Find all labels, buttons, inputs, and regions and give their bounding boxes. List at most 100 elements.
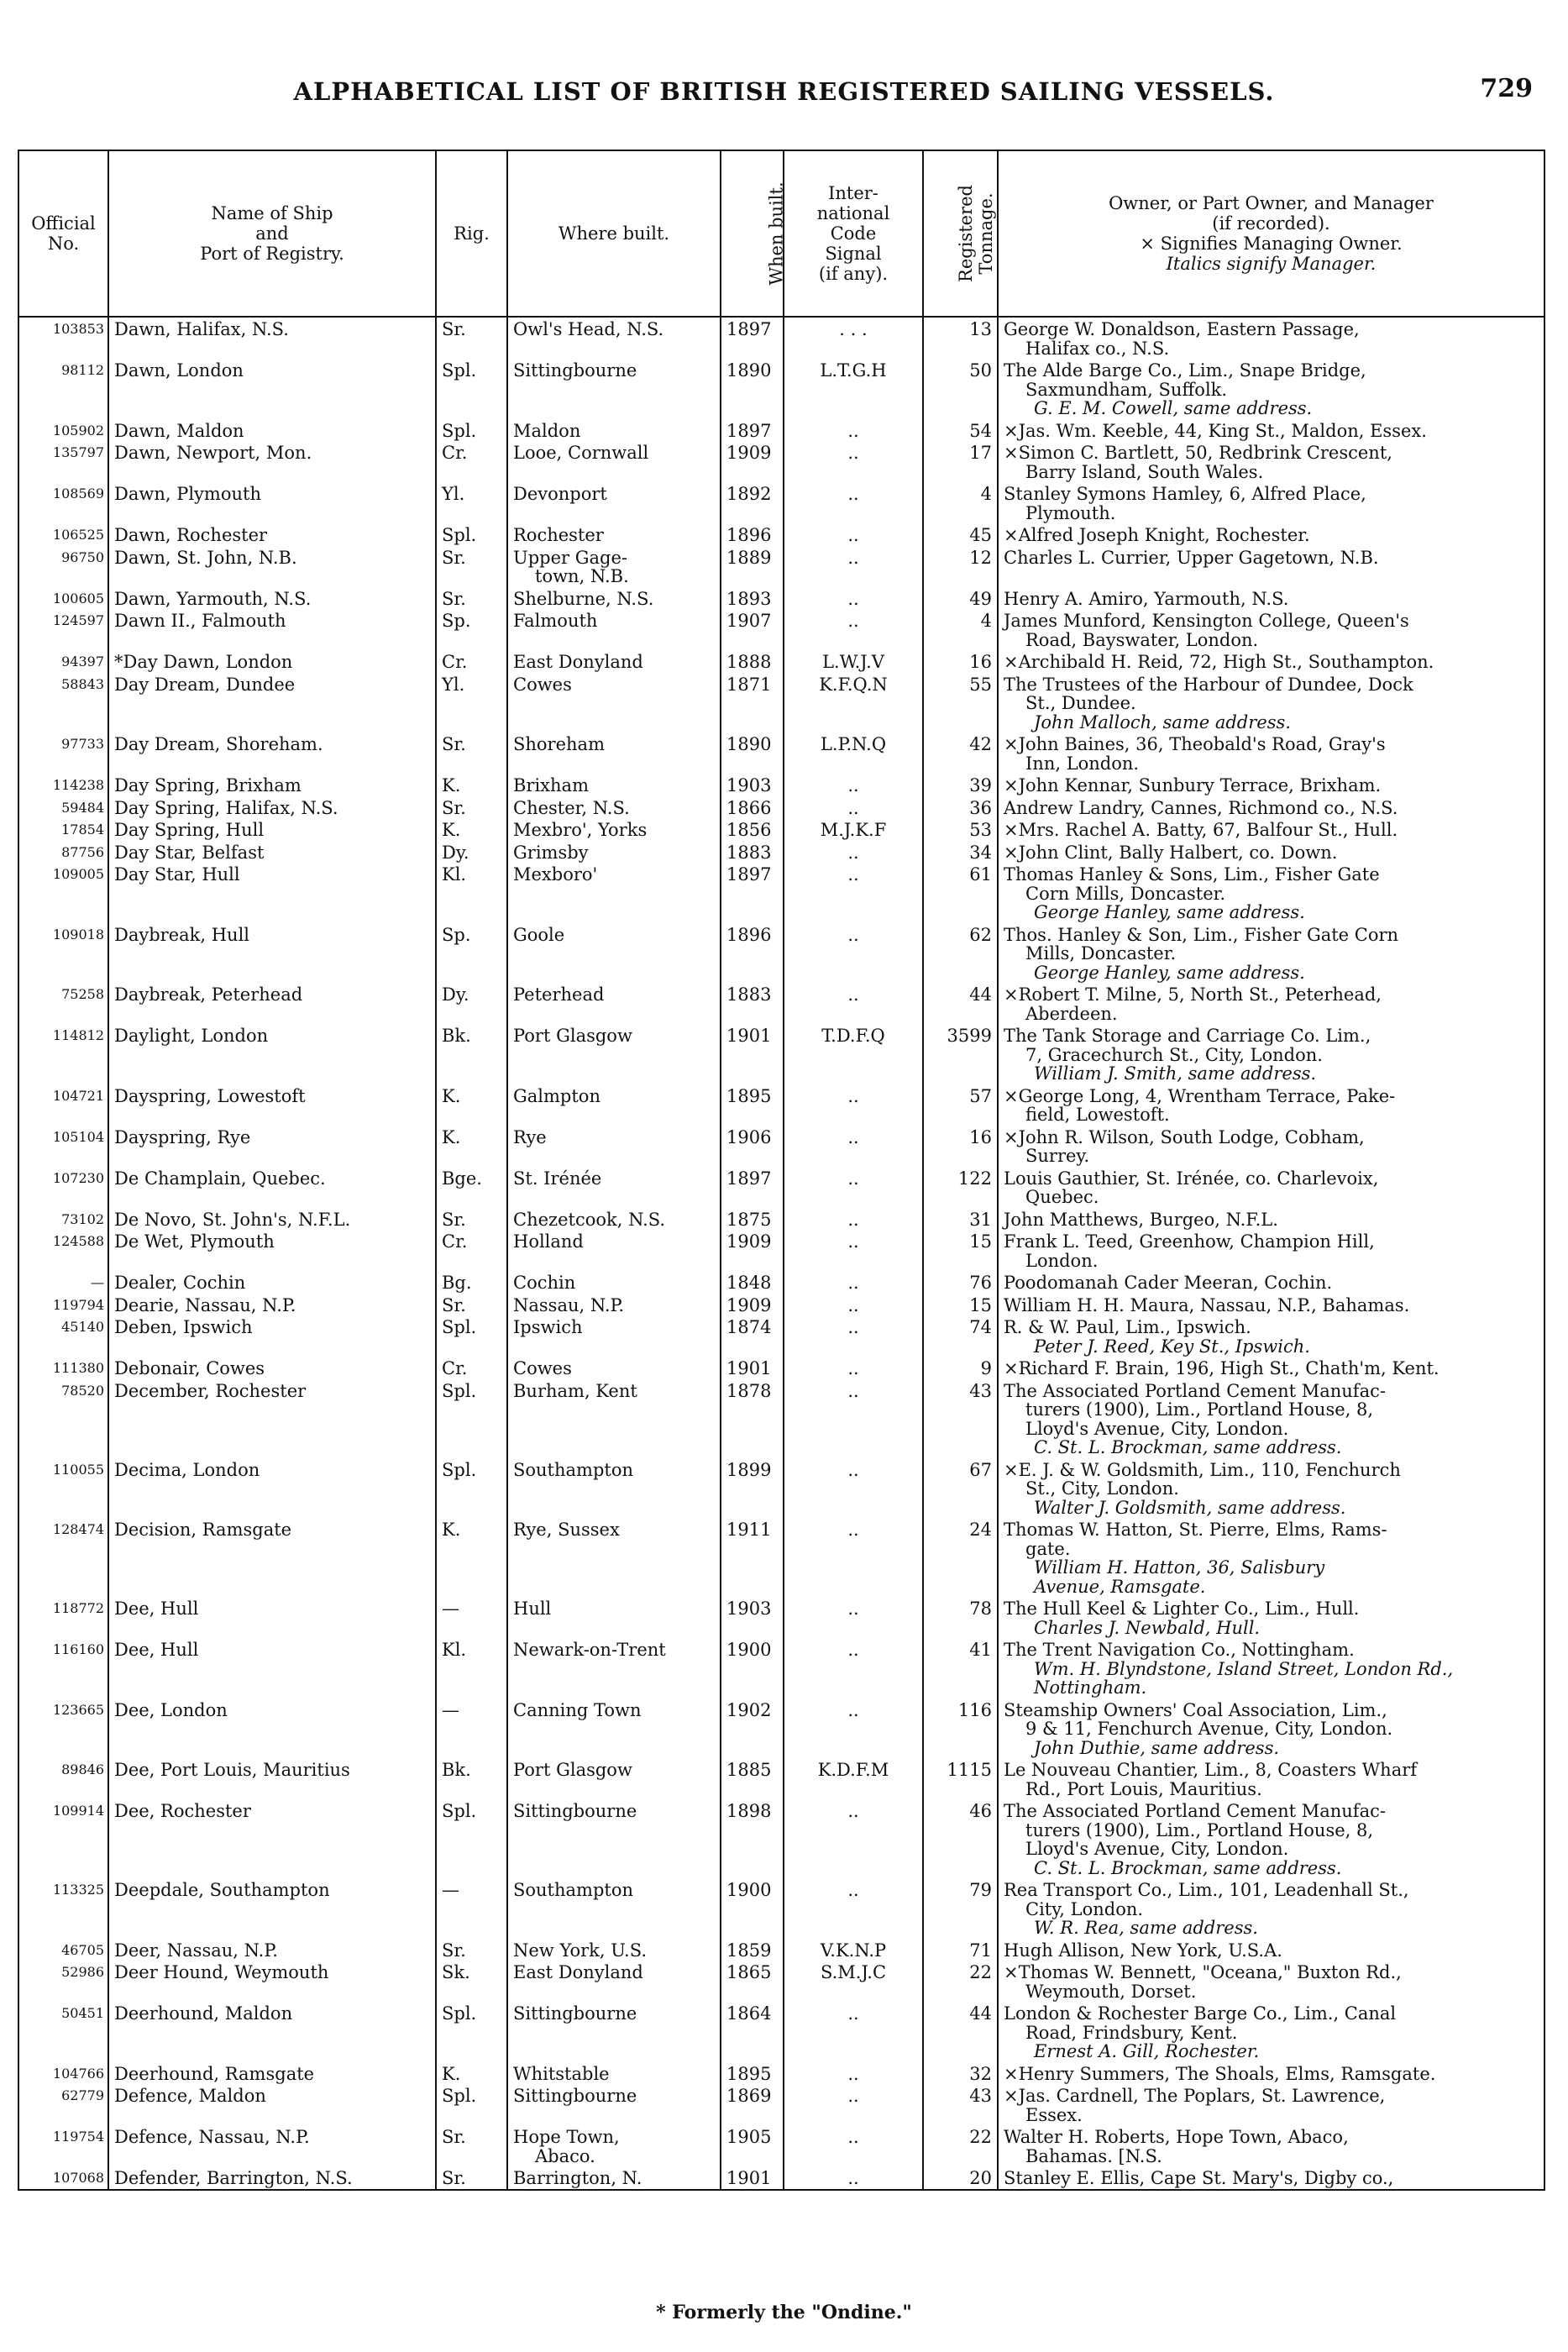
- when-built: 1897: [720, 418, 784, 441]
- tonnage: 41: [922, 1638, 998, 1698]
- where-built-line: Rochester: [513, 525, 604, 545]
- official-no: 104766: [52, 2065, 104, 2082]
- rig: Bk.: [435, 1024, 507, 1084]
- ship-name: Day Star, Hull: [108, 863, 436, 923]
- rig: Cr.: [435, 1357, 507, 1379]
- tonnage: 36: [922, 795, 998, 818]
- rig: Sr.: [435, 545, 507, 587]
- owner: The Associated Portland Cement Manufac-t…: [997, 1378, 1544, 1458]
- where-built: Peterhead: [506, 983, 721, 1024]
- rig: Sk.: [435, 1961, 507, 2002]
- owner: Louis Gauthier, St. Irénée, co. Charlevo…: [997, 1166, 1544, 1208]
- rig: Spl.: [435, 359, 507, 419]
- tonnage: 62: [922, 922, 998, 983]
- page-number: 729: [1480, 74, 1533, 103]
- where-built: Grimsby: [506, 840, 721, 863]
- where-built: East Donyland: [506, 650, 721, 673]
- where-built-line: Barrington, N.: [513, 2168, 642, 2188]
- code-signal: ..: [783, 1518, 923, 1597]
- owner: The Associated Portland Cement Manufac-t…: [997, 1799, 1544, 1878]
- tonnage: 55: [922, 672, 998, 732]
- table-row: 109005 Day Star, Hull Kl. Mexboro' 1897.. 61 T…: [18, 863, 1544, 923]
- when-built: 1889: [720, 545, 784, 587]
- tonnage: 34: [922, 840, 998, 863]
- when-built: 1892: [720, 482, 784, 523]
- owner-line: William H. H. Maura, Nassau, N.P., Baham…: [1004, 1294, 1410, 1315]
- where-built-line: Port Glasgow: [513, 1026, 632, 1046]
- tonnage: 50: [922, 359, 998, 419]
- when-built: 1869: [720, 2084, 784, 2125]
- footnote: * Formerly the "Ondine.": [656, 2302, 912, 2323]
- code-signal: ..: [783, 2002, 923, 2062]
- owner-line: gate.: [1025, 1538, 1071, 1559]
- table-row: 45140 Deben, Ipswich Spl. Ipswich 1874.. 74 R.…: [18, 1315, 1544, 1357]
- code-signal: ..: [783, 774, 923, 796]
- where-built: Holland: [506, 1230, 721, 1271]
- header-owner: Owner, or Part Owner, and Manager (if re…: [997, 150, 1544, 318]
- when-built: 1885: [720, 1758, 784, 1799]
- ship-name: Dee, Port Louis, Mauritius: [108, 1758, 436, 1799]
- official-no: 116160: [52, 1641, 104, 1657]
- when-built: 1897: [720, 863, 784, 923]
- rig: Spl.: [435, 1378, 507, 1458]
- owner: Charles L. Currier, Upper Gagetown, N.B.: [997, 545, 1544, 587]
- ship-name: Day Dream, Dundee: [108, 672, 436, 732]
- when-built: 1874: [720, 1315, 784, 1357]
- code-signal: ..: [783, 1230, 923, 1271]
- rig: Sr.: [435, 2166, 507, 2190]
- official-no: 128474: [52, 1521, 104, 1537]
- ship-name: Dealer, Cochin: [108, 1271, 436, 1294]
- ship-name: De Champlain, Quebec.: [108, 1166, 436, 1208]
- owner-line: Corn Mills, Doncaster.: [1025, 883, 1226, 904]
- table-row: 114812 Daylight, London Bk. Port Glasgow 190…: [18, 1024, 1544, 1084]
- tonnage: 79: [922, 1878, 998, 1939]
- rig: Sr.: [435, 586, 507, 609]
- official-no: 45140: [61, 1319, 104, 1335]
- table-row: 58843 Day Dream, Dundee Yl. Cowes 1871 K.F.Q.…: [18, 672, 1544, 732]
- rig: Bge.: [435, 1166, 507, 1208]
- code-signal: ..: [783, 586, 923, 609]
- table-row: 110055 Decima, London Spl. Southampton 1899.…: [18, 1457, 1544, 1518]
- manager-line: Ernest A. Gill, Rochester.: [1034, 2041, 1260, 2061]
- header-signal: Inter- national Code Signal (if any).: [783, 150, 923, 318]
- where-built-line: Rye: [513, 1126, 547, 1147]
- official-no: 97733: [61, 736, 104, 752]
- official-no: 87756: [61, 843, 104, 860]
- owner-line: St., City, London.: [1025, 1478, 1179, 1499]
- owner: The Alde Barge Co., Lim., Snape Bridge, S…: [997, 359, 1544, 419]
- where-built: Southampton: [506, 1457, 721, 1518]
- table-header: Official No. Name of Ship and Port of Re…: [18, 150, 1544, 318]
- rig: Spl.: [435, 418, 507, 441]
- table-row: 52986 Deer Hound, Weymouth Sk. East Donylan…: [18, 1961, 1544, 2002]
- ship-name: Day Spring, Hull: [108, 818, 436, 841]
- manager-line: Avenue, Ramsgate.: [1034, 1576, 1206, 1597]
- when-built: 1909: [720, 1293, 784, 1315]
- owner-line: Walter H. Roberts, Hope Town, Abaco,: [1004, 2127, 1349, 2147]
- owner: London & Rochester Barge Co., Lim., Cana…: [997, 2002, 1544, 2062]
- when-built: 1883: [720, 983, 784, 1024]
- code-signal: ..: [783, 418, 923, 441]
- code-signal: ..: [783, 1207, 923, 1230]
- where-built: Hope Town, Abaco.: [506, 2125, 721, 2166]
- rig: Sr.: [435, 1938, 507, 1961]
- where-built-line: Sittingbourne: [513, 2003, 637, 2024]
- where-built-line: New York, U.S.: [513, 1940, 648, 1961]
- ship-name: Dayspring, Rye: [108, 1125, 436, 1167]
- owner-line: 7, Gracechurch St., City, London.: [1025, 1044, 1323, 1065]
- code-signal: ..: [783, 523, 923, 546]
- owner-line: James Munford, Kensington College, Queen…: [1004, 611, 1409, 631]
- code-signal: ..: [783, 482, 923, 523]
- manager-line: G. E. M. Cowell, same address.: [1034, 398, 1313, 418]
- where-built: Newark-on-Trent: [506, 1638, 721, 1698]
- where-built: Cowes: [506, 1357, 721, 1379]
- code-signal: ..: [783, 983, 923, 1024]
- when-built: 1883: [720, 840, 784, 863]
- official-no: 105902: [52, 422, 104, 438]
- rig: K.: [435, 1125, 507, 1167]
- where-built-line: Upper Gage-: [513, 547, 627, 568]
- header-line: (if any).: [818, 264, 889, 284]
- official-no: 73102: [61, 1210, 104, 1227]
- where-built: New York, U.S.: [506, 1938, 721, 1961]
- owner-line: Andrew Landry, Cannes, Richmond co., N.S…: [1004, 797, 1398, 818]
- owner-line: field, Lowestoft.: [1025, 1105, 1170, 1125]
